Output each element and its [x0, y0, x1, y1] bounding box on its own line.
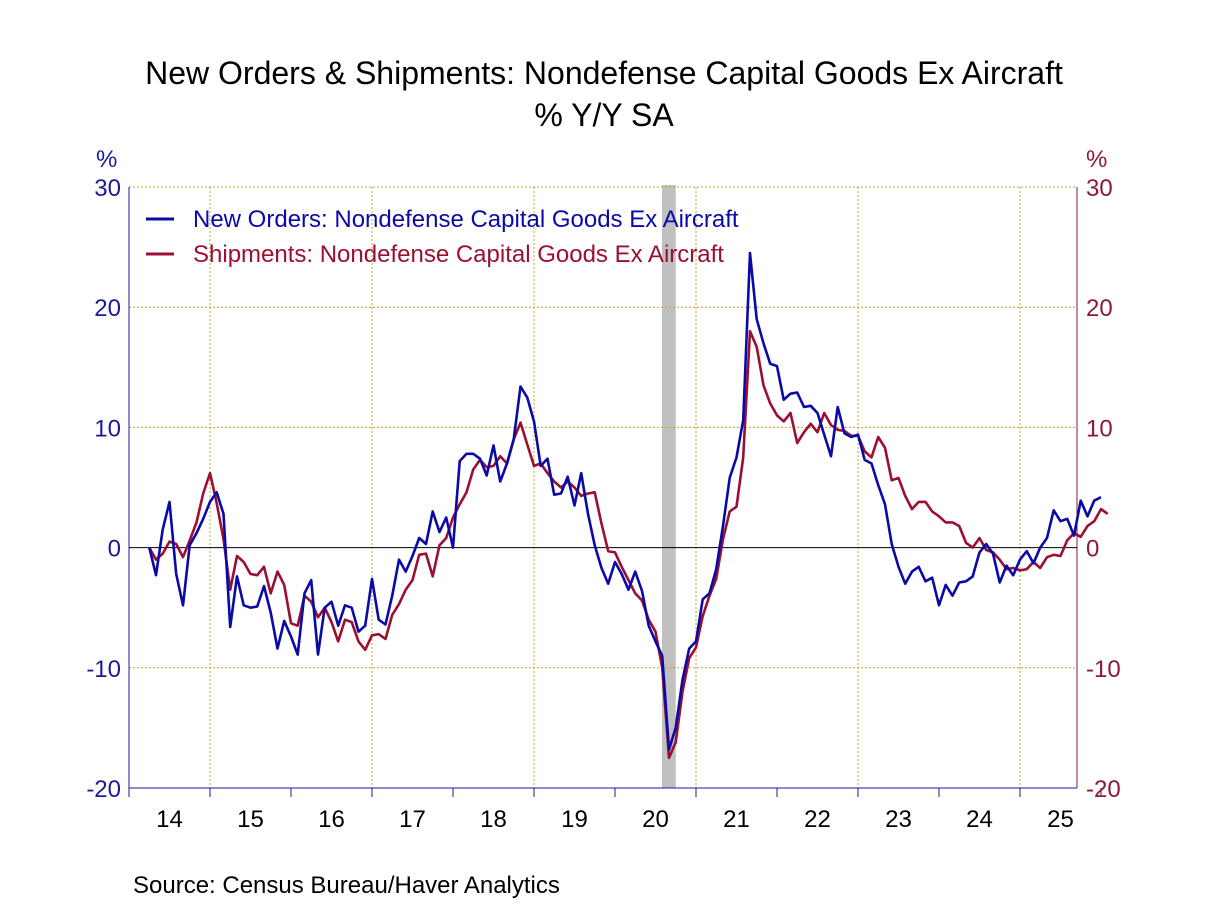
x-tick-label: 22 — [804, 806, 831, 833]
y-tick-label-left: 30 — [94, 175, 121, 202]
y-tick-label-left: 20 — [94, 295, 121, 322]
series-lines — [148, 251, 1109, 760]
y-tick-label-left: -20 — [86, 776, 121, 803]
legend-label-orders: New Orders: Nondefense Capital Goods Ex … — [193, 206, 739, 233]
x-tick-label: 15 — [237, 806, 264, 833]
y-tick-label-right: 0 — [1086, 536, 1099, 563]
x-tick-label: 23 — [885, 806, 912, 833]
x-tick-label: 17 — [399, 806, 426, 833]
y-tick-label-right: 10 — [1086, 415, 1113, 442]
recession-band — [661, 185, 676, 788]
series-line-shipments — [148, 329, 1109, 760]
legend-label-shipments: Shipments: Nondefense Capital Goods Ex A… — [193, 241, 724, 268]
chart-title: New Orders & Shipments: Nondefense Capit… — [145, 55, 1063, 91]
tick-labels: -20 -20 -10 -10 0 0 10 10 20 20 30 30 14 15 16 17 18 19 20… — [86, 175, 1120, 833]
axes — [128, 187, 1102, 797]
x-tick-label: 21 — [723, 806, 750, 833]
y-tick-label-right: -20 — [1086, 776, 1121, 803]
x-tick-label: 18 — [480, 806, 507, 833]
y-tick-label-right: 30 — [1086, 175, 1113, 202]
legend: New Orders: Nondefense Capital Goods Ex … — [146, 206, 739, 268]
y-tick-label-left: 10 — [94, 415, 121, 442]
source-note: Source: Census Bureau/Haver Analytics — [133, 872, 560, 899]
series-line-orders — [148, 251, 1102, 751]
x-tick-label: 24 — [966, 806, 993, 833]
right-axis-unit: % — [1086, 146, 1108, 173]
x-tick-label: 20 — [642, 806, 669, 833]
x-tick-label: 16 — [318, 806, 345, 833]
y-tick-label-right: -10 — [1086, 656, 1121, 683]
y-tick-label-right: 20 — [1086, 295, 1113, 322]
left-axis-unit: % — [96, 146, 118, 173]
chart-subtitle: % Y/Y SA — [534, 97, 674, 133]
recession-shading-layer — [661, 185, 676, 788]
y-tick-label-left: -10 — [86, 656, 121, 683]
y-tick-label-left: 0 — [108, 536, 121, 563]
x-tick-label: 14 — [156, 806, 183, 833]
x-tick-label: 25 — [1047, 806, 1074, 833]
x-tick-label: 19 — [561, 806, 588, 833]
gridlines — [129, 186, 1077, 788]
